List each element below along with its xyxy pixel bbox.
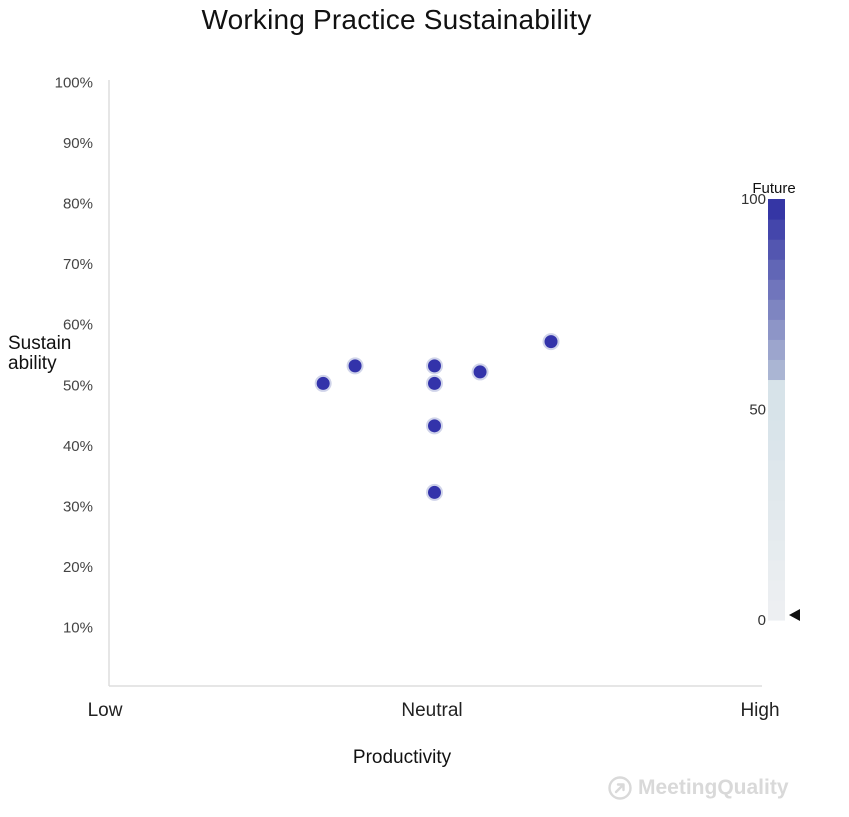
colorbar-tick-label: 100: [741, 191, 766, 208]
colorbar-tick-label: 0: [758, 612, 766, 629]
arrow-circle-icon: [608, 776, 632, 800]
colorbar-segment: [768, 479, 785, 501]
data-point[interactable]: [426, 417, 443, 435]
colorbar-segment: [768, 539, 785, 561]
data-point[interactable]: [471, 363, 489, 381]
colorbar-segment: [768, 299, 785, 320]
y-tick-label: 90%: [63, 135, 93, 152]
y-tick-label: 60%: [63, 317, 93, 334]
colorbar: 0 50 100: [741, 191, 800, 629]
watermark-text: MeetingQuality: [638, 776, 789, 799]
axes: [108, 80, 762, 687]
colorbar-segment: [768, 319, 785, 340]
y-tick-label: 70%: [63, 256, 93, 273]
colorbar-segment: [768, 439, 785, 461]
colorbar-title: Future: [752, 180, 796, 197]
data-point[interactable]: [426, 483, 443, 501]
watermark: MeetingQuality: [608, 772, 789, 804]
colorbar-segment: [768, 379, 785, 401]
y-tick-label: 100%: [55, 75, 93, 92]
colorbar-segment: [768, 359, 785, 381]
data-points: [314, 333, 560, 501]
x-axis-label: Productivity: [352, 747, 452, 768]
colorbar-segment: [768, 239, 785, 260]
colorbar-segment: [768, 259, 785, 280]
y-tick-label: 40%: [63, 438, 93, 455]
x-tick-labels: Low Neutral High: [88, 700, 780, 721]
data-point[interactable]: [542, 333, 560, 351]
colorbar-segment: [768, 519, 785, 541]
colorbar-segment: [768, 279, 785, 300]
y-tick-label: 20%: [63, 559, 93, 576]
colorbar-tick-label: 50: [749, 402, 766, 419]
colorbar-segment: [768, 579, 785, 601]
colorbar-segment: [768, 499, 785, 521]
x-tick-label: High: [740, 700, 779, 721]
colorbar-segment: [768, 199, 785, 220]
colorbar-segment: [768, 419, 785, 441]
y-tick-label: 50%: [63, 377, 93, 394]
y-tick-label: 30%: [63, 498, 93, 515]
colorbar-segment: [768, 339, 785, 360]
colorbar-segment: [768, 559, 785, 581]
data-point[interactable]: [426, 357, 443, 375]
y-tick-labels: 10% 20% 30% 40% 50% 60% 70% 80% 90% 100%: [55, 75, 93, 637]
colorbar-segment: [768, 459, 785, 481]
colorbar-segment: [768, 219, 785, 240]
data-point[interactable]: [314, 374, 332, 392]
colorbar-marker-icon: [789, 609, 800, 621]
colorbar-segment: [768, 399, 785, 421]
y-tick-label: 80%: [63, 196, 93, 213]
colorbar-segment: [768, 599, 785, 621]
data-point[interactable]: [346, 357, 364, 375]
chart-title: Working Practice Sustainability: [201, 4, 592, 35]
y-axis-label: Sustain ability: [8, 333, 72, 374]
data-point[interactable]: [426, 374, 443, 392]
x-tick-label: Low: [88, 700, 123, 721]
x-tick-label: Neutral: [401, 700, 462, 721]
y-tick-label: 10%: [63, 619, 93, 636]
